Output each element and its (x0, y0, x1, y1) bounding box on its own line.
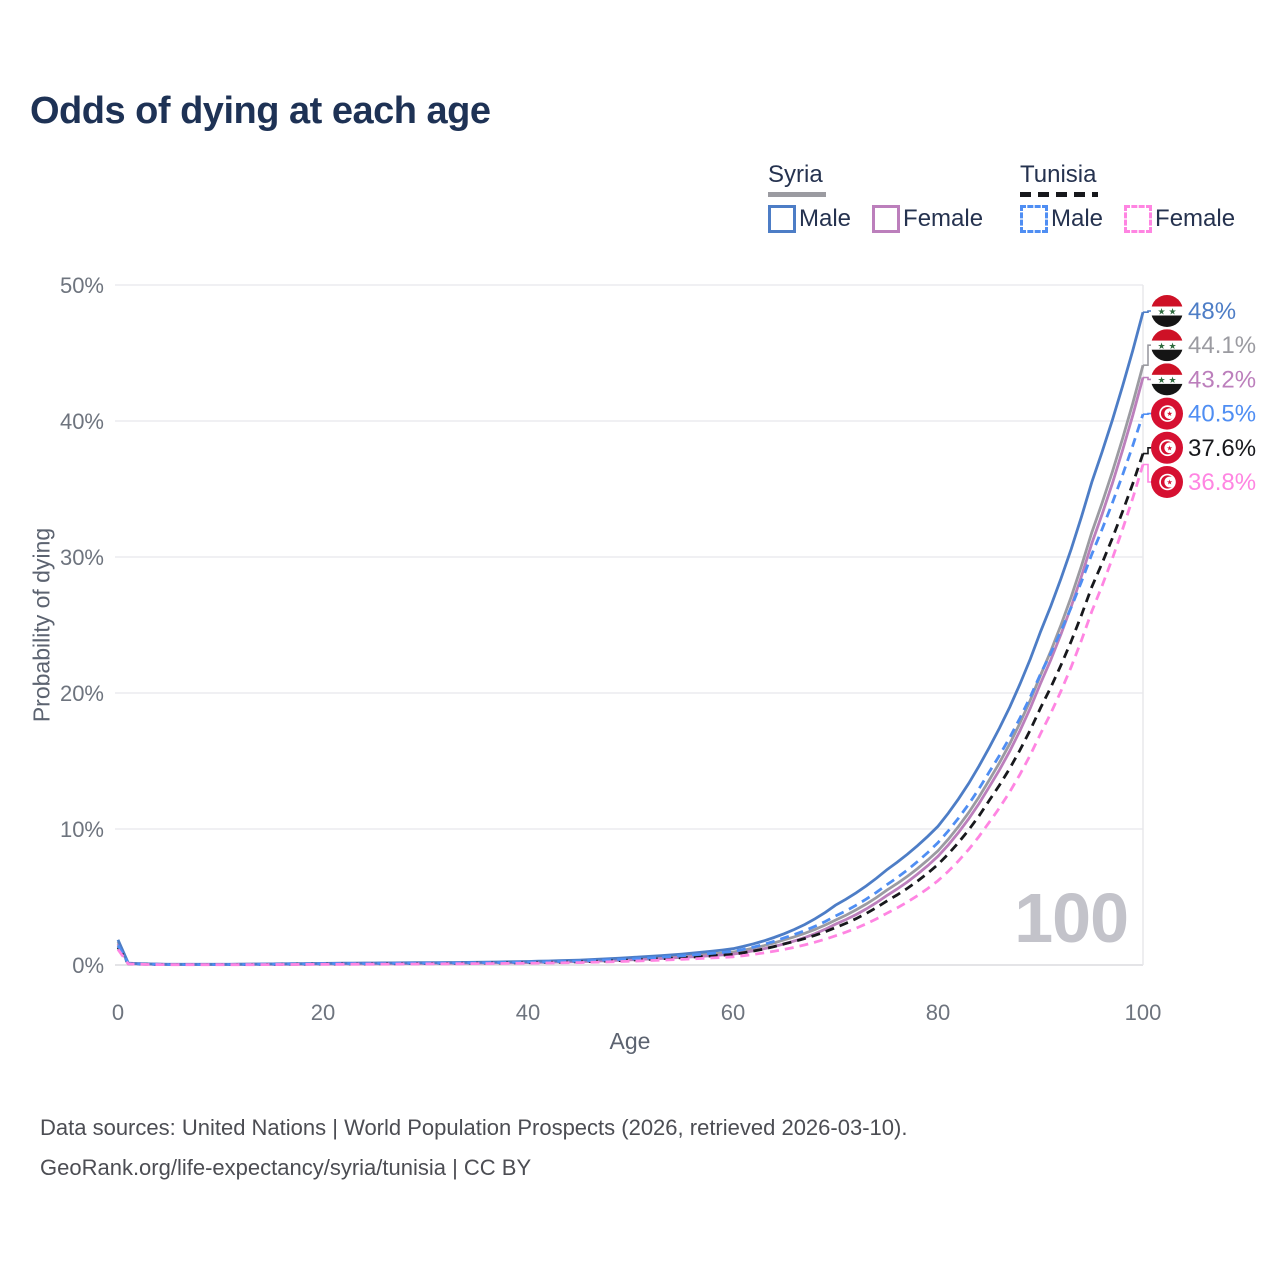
end-label-connector (1143, 376, 1151, 381)
legend-label-syria-male[interactable]: Male (799, 205, 852, 232)
data-sources-line: Data sources: United Nations | World Pop… (40, 1115, 908, 1140)
x-tick-label: 60 (721, 1000, 745, 1025)
legend-swatch-tunisia-female[interactable] (1124, 205, 1153, 233)
legend-swatch-syria-male[interactable] (768, 205, 796, 233)
series-line-tunisia-female[interactable] (116, 464, 1145, 967)
series-line-tunisia-both-sexes[interactable] (116, 453, 1145, 966)
y-axis-title: Probability of dying (28, 527, 55, 723)
legend-group-syria: Syria Male Female (768, 163, 1004, 233)
legend-key-syria-all-line (768, 192, 826, 197)
tunisia-flag-icon: ★ (1151, 431, 1183, 464)
end-value-label: 37.6% (1188, 435, 1256, 462)
legend-label-tunisia-female[interactable]: Female (1155, 205, 1236, 232)
x-tick-label: 20 (311, 1000, 335, 1025)
x-tick-label: 0 (112, 1000, 124, 1025)
x-axis-title: Age (609, 1028, 651, 1054)
x-tick-label: 40 (516, 1000, 540, 1025)
y-tick-label: 50% (60, 273, 104, 298)
legend-swatch-tunisia-male[interactable] (1020, 205, 1048, 233)
attribution-line: GeoRank.org/life-expectancy/syria/tunisi… (40, 1155, 532, 1180)
y-tick-label: 10% (60, 817, 104, 842)
series-line-syria-male[interactable] (116, 311, 1145, 966)
end-label-connector (1143, 412, 1151, 415)
age-watermark: 100 (1014, 879, 1129, 957)
svg-text:★: ★ (1168, 342, 1176, 352)
svg-text:★: ★ (1166, 479, 1172, 487)
end-label-connector (1143, 463, 1151, 483)
end-value-label: 44.1% (1188, 332, 1256, 359)
series-line-syria-female[interactable] (116, 377, 1145, 966)
svg-text:★: ★ (1157, 342, 1165, 352)
end-label-connector (1143, 310, 1151, 313)
svg-text:★: ★ (1168, 308, 1176, 318)
y-tick-label: 40% (60, 409, 104, 434)
end-label-connector (1143, 447, 1151, 455)
y-tick-label: 20% (60, 681, 104, 706)
legend-label-syria-female[interactable]: Female (903, 205, 984, 232)
svg-text:★: ★ (1157, 308, 1165, 318)
svg-text:★: ★ (1168, 376, 1176, 386)
legend-swatch-syria-female[interactable] (872, 205, 901, 233)
syria-flag-icon: ★ ★ (1151, 295, 1183, 327)
tunisia-flag-icon: ★ (1151, 466, 1183, 498)
legend-country-syria: Syria (768, 161, 823, 188)
page-title: Odds of dying at each age (30, 90, 491, 132)
svg-text:★: ★ (1157, 376, 1165, 386)
svg-text:★: ★ (1166, 410, 1172, 418)
footer: Data sources: United Nations | World Pop… (40, 1108, 907, 1188)
end-value-label: 48% (1188, 298, 1236, 325)
legend-key-tunisia-all-line (1020, 192, 1098, 197)
syria-flag-icon: ★ ★ (1151, 363, 1183, 396)
legend-label-tunisia-male[interactable]: Male (1051, 205, 1104, 232)
tunisia-flag-icon: ★ (1151, 397, 1183, 430)
end-label-connector (1143, 344, 1151, 366)
series-line-syria-both-sexes[interactable] (116, 364, 1145, 966)
legend-country-tunisia: Tunisia (1020, 161, 1097, 188)
syria-flag-icon: ★ ★ (1151, 329, 1183, 362)
end-value-label: 43.2% (1188, 366, 1256, 393)
series-line-tunisia-male[interactable] (116, 413, 1145, 966)
legend-group-tunisia: Tunisia Male Female (1020, 163, 1256, 233)
x-tick-label: 100 (1125, 1000, 1162, 1025)
svg-text:★: ★ (1166, 444, 1172, 452)
y-tick-label: 30% (60, 545, 104, 570)
x-tick-label: 80 (926, 1000, 950, 1025)
y-tick-label: 0% (72, 953, 104, 978)
end-value-label: 40.5% (1188, 401, 1256, 428)
end-value-label: 36.8% (1188, 469, 1256, 496)
